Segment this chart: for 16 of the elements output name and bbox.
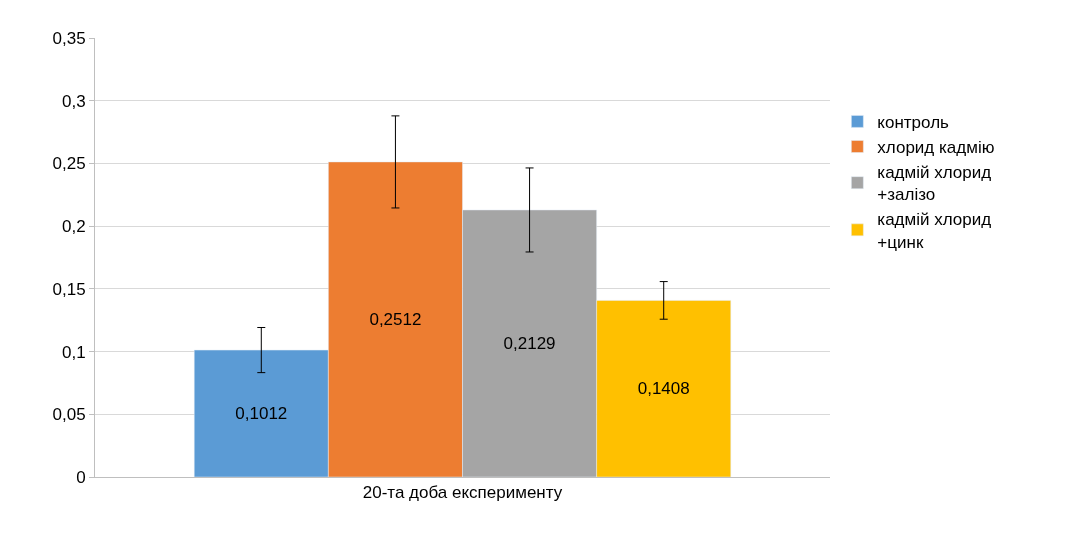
y-tick-label: 0,15 xyxy=(52,279,86,299)
x-tick-label: 20-та доба експерименту xyxy=(362,483,563,503)
y-tick-label: 0,3 xyxy=(61,91,86,111)
y-tick-label: 0,1 xyxy=(61,342,86,362)
legend-label: контроль xyxy=(877,113,950,133)
legend-label: хлорид кадмію xyxy=(877,138,995,158)
data-label: 0,2129 xyxy=(503,333,556,353)
data-label: 0,1012 xyxy=(235,404,288,424)
data-label: 0,1408 xyxy=(637,379,690,399)
legend-label: кадмій хлорид +цинк xyxy=(877,210,992,252)
data-label: 0,2512 xyxy=(369,309,422,329)
y-tick-label: 0,2 xyxy=(61,217,86,237)
y-tick-label: 0 xyxy=(76,467,86,487)
y-tick-label: 0,05 xyxy=(52,405,86,425)
y-tick-label: 0,25 xyxy=(52,154,86,174)
y-tick-label: 0,35 xyxy=(52,28,86,48)
